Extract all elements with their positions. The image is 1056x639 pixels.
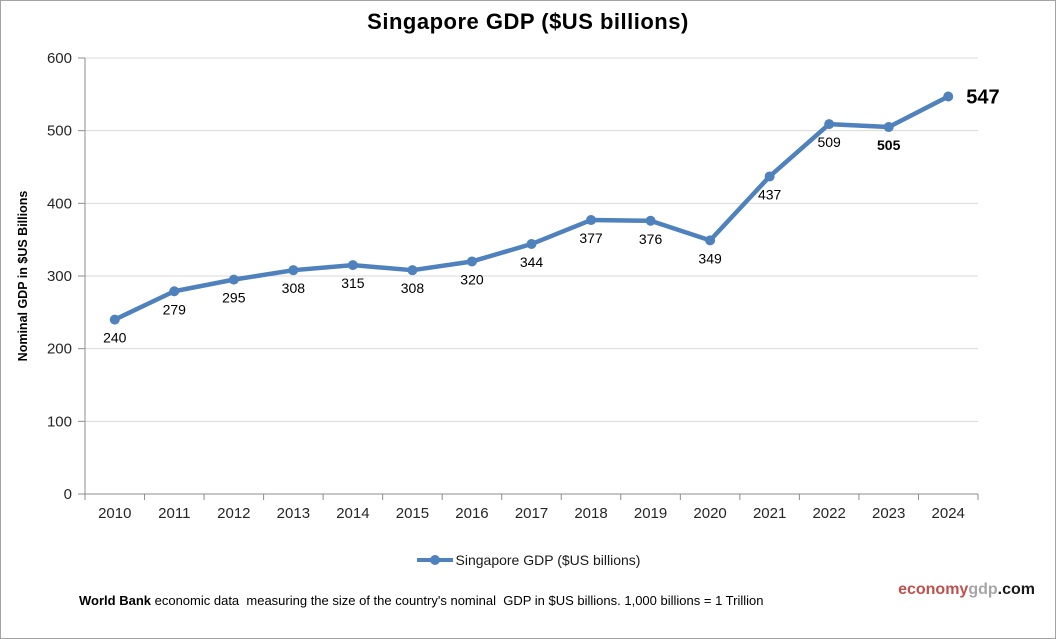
data-label-2019: 376 xyxy=(639,231,663,247)
x-axis-tick-label: 2010 xyxy=(98,505,131,522)
data-label-2024: 547 xyxy=(966,87,999,109)
source-note-text: economic data measuring the size of the … xyxy=(151,593,764,608)
data-point-2011 xyxy=(169,286,180,297)
x-axis-tick-label: 2012 xyxy=(217,505,250,522)
data-point-2021 xyxy=(764,171,775,182)
x-axis-tick-label: 2016 xyxy=(455,505,488,522)
x-axis-tick-label: 2022 xyxy=(812,505,845,522)
brand-gdp: gdp xyxy=(968,581,998,598)
x-axis-tick-label: 2018 xyxy=(574,505,607,522)
x-axis-tick-label: 2019 xyxy=(634,505,667,522)
data-label-2010: 240 xyxy=(103,330,127,346)
x-axis-tick-label: 2021 xyxy=(753,505,786,522)
data-point-2016 xyxy=(466,256,477,267)
x-axis-tick-label: 2023 xyxy=(872,505,905,522)
data-label-2020: 349 xyxy=(698,250,722,266)
data-point-2012 xyxy=(228,274,239,285)
data-label-2013: 308 xyxy=(282,280,306,296)
data-point-2023 xyxy=(883,122,894,133)
data-point-2022 xyxy=(824,119,835,130)
gdp-line-series xyxy=(112,94,951,322)
data-label-2012: 295 xyxy=(222,290,246,306)
data-point-2015 xyxy=(407,265,418,276)
data-point-2024 xyxy=(943,91,954,102)
legend-label: Singapore GDP ($US billions) xyxy=(455,552,641,568)
data-point-2010 xyxy=(109,314,120,325)
x-axis-tick-label: 2020 xyxy=(693,505,726,522)
y-axis-tick-label: 0 xyxy=(64,486,72,503)
data-label-2022: 509 xyxy=(817,134,841,150)
data-label-2011: 279 xyxy=(163,301,187,317)
data-label-2017: 344 xyxy=(520,254,544,270)
x-axis-tick-label: 2015 xyxy=(396,505,429,522)
data-label-2014: 315 xyxy=(341,275,365,291)
x-axis-tick-label: 2024 xyxy=(932,505,965,522)
data-point-2014 xyxy=(347,260,358,271)
data-label-2015: 308 xyxy=(401,280,425,296)
y-axis-tick-label: 600 xyxy=(47,50,72,67)
y-axis-tick-label: 400 xyxy=(47,195,72,212)
chart-title: Singapore GDP ($US billions) xyxy=(367,9,689,34)
website-brand[interactable]: economygdp.com xyxy=(898,581,1035,599)
brand-economy: economy xyxy=(898,581,969,598)
legend: Singapore GDP ($US billions) xyxy=(1,552,1055,568)
x-axis-tick-label: 2014 xyxy=(336,505,369,522)
data-point-2020 xyxy=(705,235,716,246)
source-note-bold: World Bank xyxy=(79,593,151,608)
x-axis-tick-label: 2011 xyxy=(158,505,190,522)
data-label-2023: 505 xyxy=(877,137,901,153)
data-label-2021: 437 xyxy=(758,186,782,202)
source-note: World Bank economic data measuring the s… xyxy=(79,593,763,608)
data-point-2019 xyxy=(645,215,656,226)
brand-com: .com xyxy=(997,581,1035,598)
data-label-2018: 377 xyxy=(579,230,603,246)
x-axis-tick-label: 2017 xyxy=(515,505,548,522)
data-point-2013 xyxy=(288,265,299,276)
y-axis-tick-label: 300 xyxy=(47,268,72,285)
data-point-2018 xyxy=(586,215,597,226)
y-axis-tick-label: 200 xyxy=(47,341,72,358)
legend-line-marker-icon xyxy=(416,555,453,565)
data-point-2017 xyxy=(526,239,537,250)
y-axis-tick-label: 100 xyxy=(47,413,72,430)
x-axis-tick-label: 2013 xyxy=(277,505,310,522)
y-axis-tick-label: 500 xyxy=(47,123,72,140)
data-label-2016: 320 xyxy=(460,271,484,287)
